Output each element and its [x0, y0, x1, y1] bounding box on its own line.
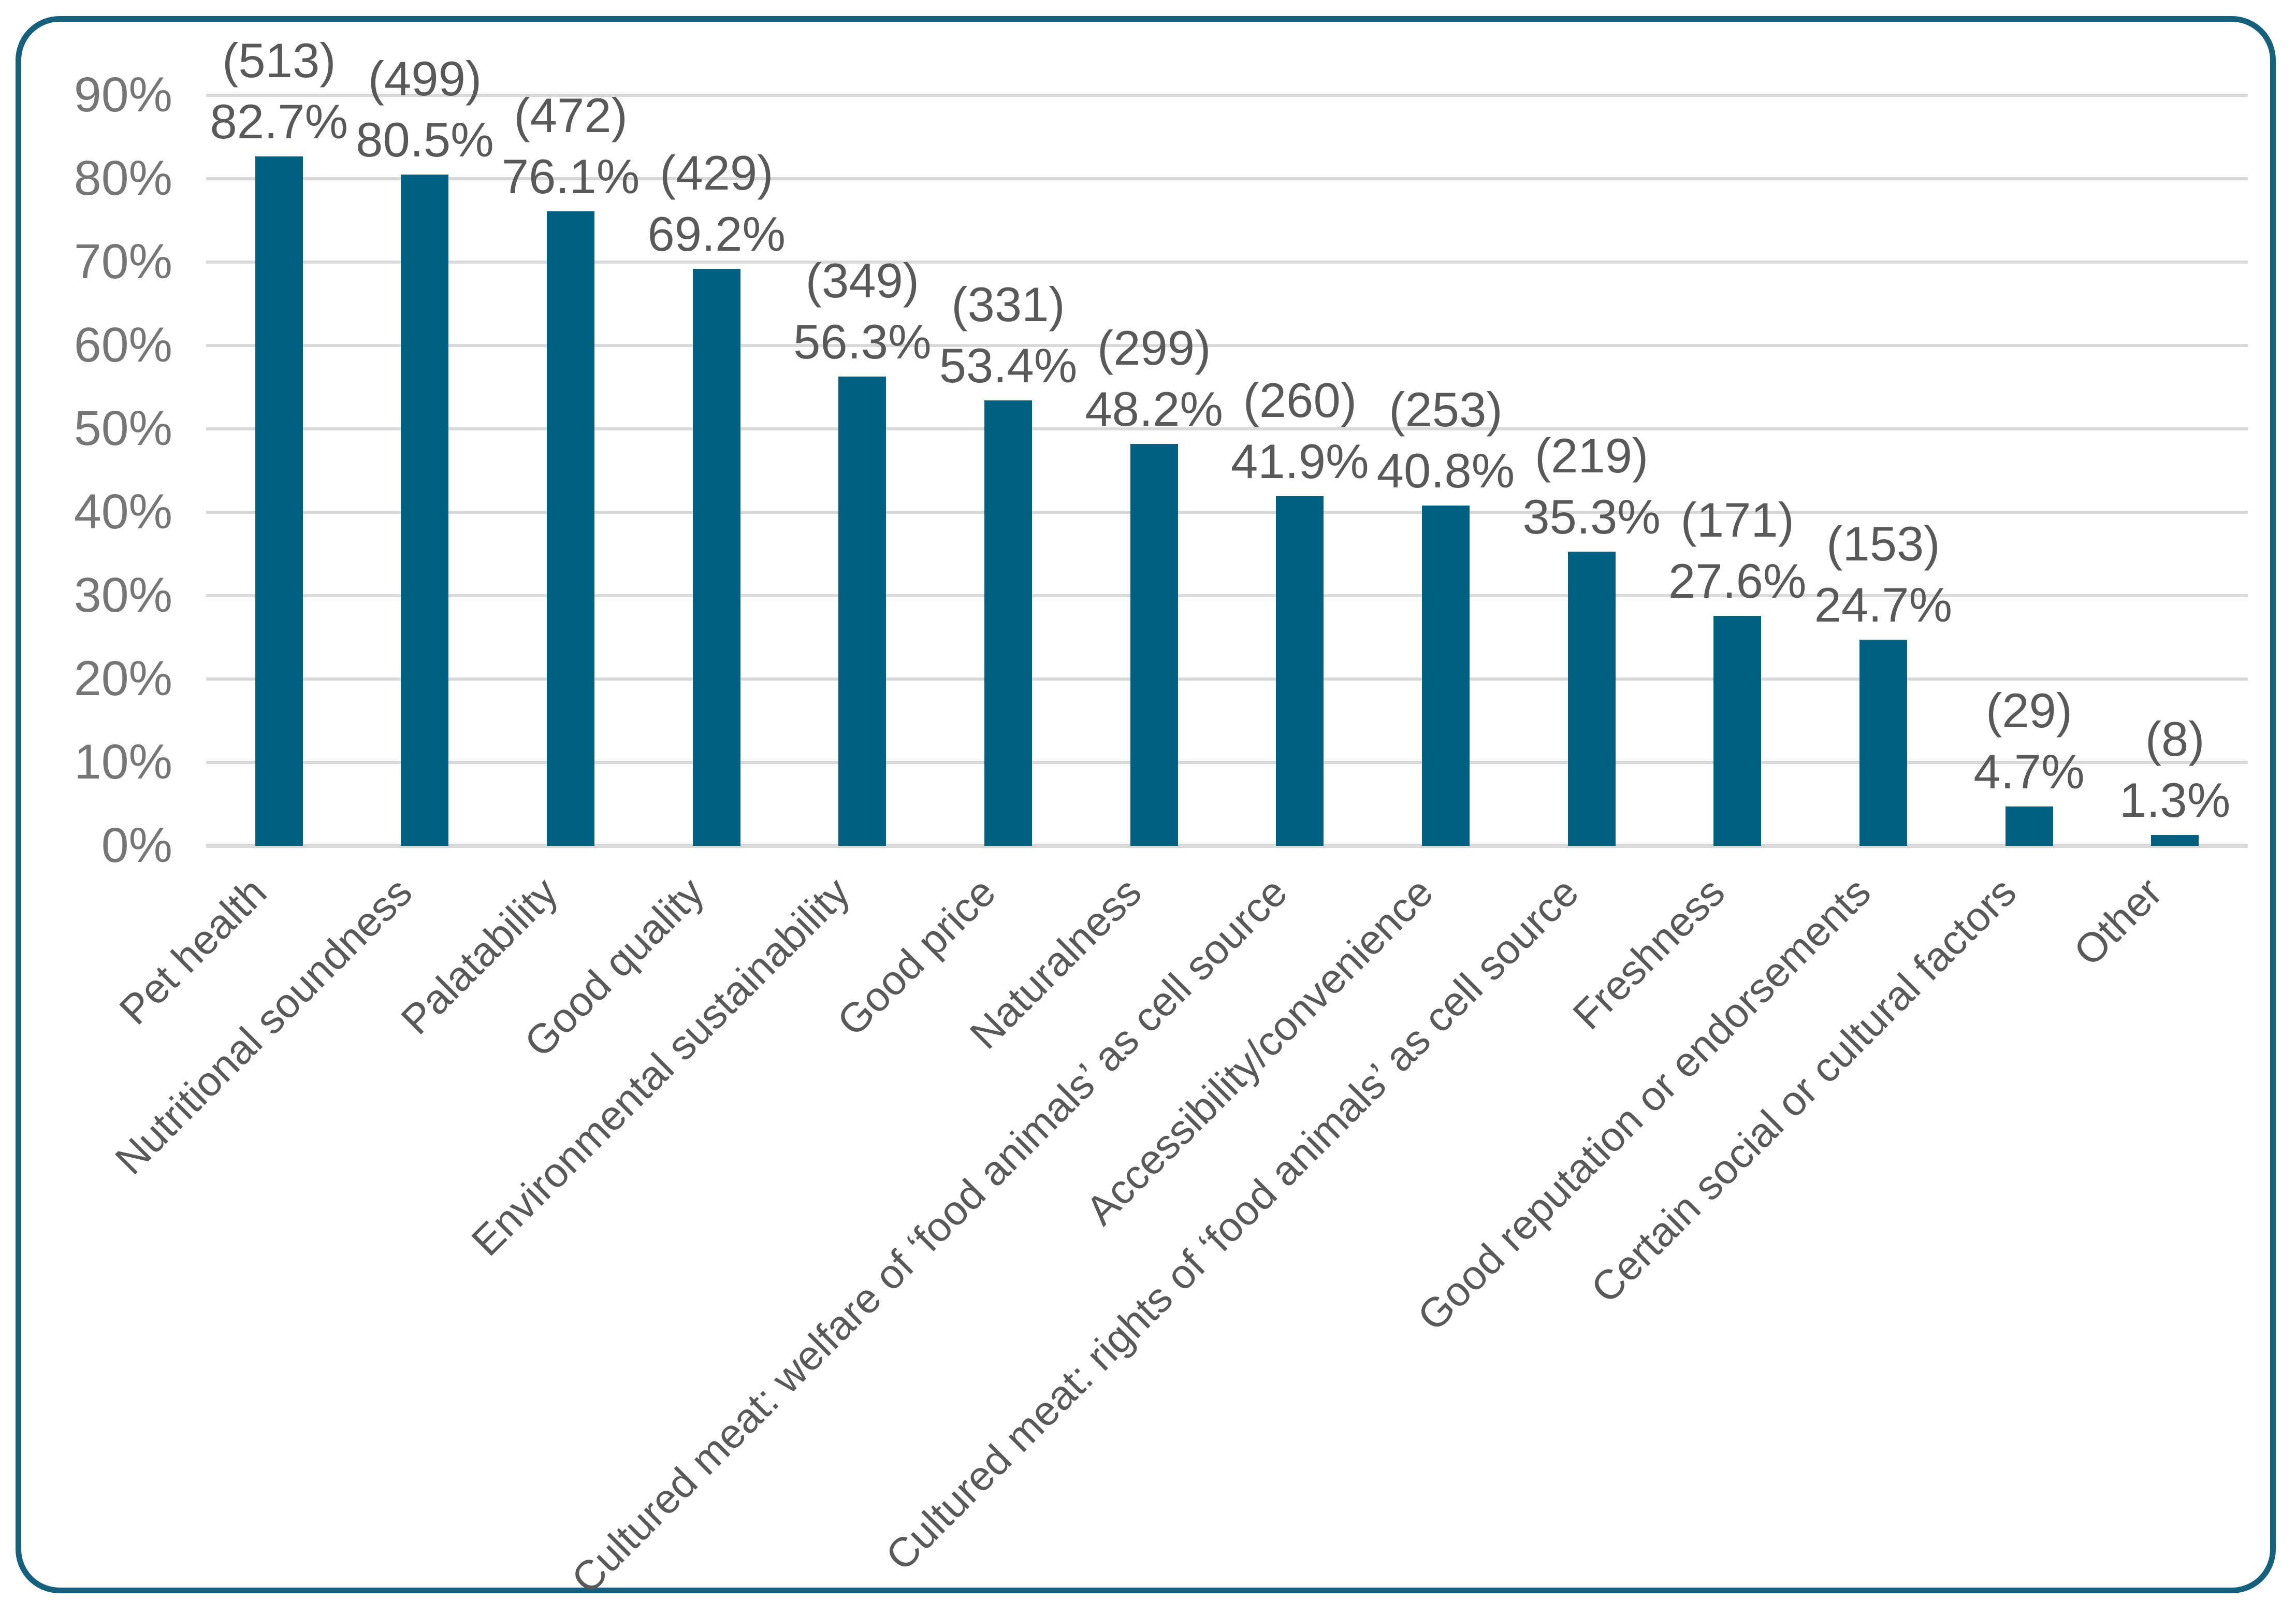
y-axis-tick-label: 80% — [74, 151, 172, 206]
bar-percent-label: 48.2% — [1085, 381, 1223, 436]
bar-value-label: (8) 1.3% — [1994, 709, 2296, 831]
gridline — [206, 94, 2248, 97]
y-axis-tick-label: 90% — [74, 67, 172, 122]
bar-count-label: (171) — [1680, 492, 1794, 547]
bar-count-label: (331) — [951, 277, 1065, 332]
bar-percent-label: 1.3% — [2119, 773, 2231, 828]
x-axis-baseline — [206, 844, 2248, 848]
bar-percent-label: 41.9% — [1231, 434, 1369, 489]
bar-count-label: (219) — [1534, 428, 1649, 483]
bar — [547, 211, 595, 846]
y-axis-tick-label: 50% — [74, 401, 172, 456]
bar-count-label: (253) — [1389, 382, 1503, 437]
bar-count-label: (513) — [222, 33, 336, 88]
bar-percent-label: 82.7% — [210, 94, 348, 149]
chart-frame: 0% 10% 20% 30% 40% 50% 60% 70% 80% 90% (513) 82.7%… — [16, 16, 2276, 1602]
bar-count-label: (29) — [1985, 683, 2073, 738]
bar-count-label: (349) — [805, 253, 920, 308]
gridline — [206, 344, 2248, 347]
bar-value-label: (299) 48.2% — [973, 318, 1335, 440]
bar — [1859, 640, 1907, 846]
bar-percent-label: 24.7% — [1814, 578, 1953, 632]
bar-count-label: (429) — [660, 145, 774, 200]
bar-value-label: (253) 40.8% — [1265, 379, 1627, 501]
bar-percent-label: 4.7% — [1973, 744, 2085, 799]
bar-count-label: (499) — [368, 51, 482, 106]
y-axis-tick-label: 60% — [74, 318, 172, 372]
gridline — [206, 427, 2248, 430]
bar-percent-label: 80.5% — [356, 112, 494, 167]
gridline — [206, 594, 2248, 597]
bar-value-label: (349) 56.3% — [681, 250, 1043, 372]
y-axis-tick-label: 30% — [74, 568, 172, 623]
bar-percent-label: 35.3% — [1522, 489, 1661, 544]
y-axis-tick-label: 0% — [101, 818, 172, 873]
bar-value-label: (171) 27.6% — [1556, 489, 1919, 612]
bar — [1130, 443, 1178, 846]
bar-percent-label: 76.1% — [501, 149, 640, 204]
y-axis-tick-label: 20% — [74, 651, 172, 706]
bar-value-label: (29) 4.7% — [1848, 680, 2211, 802]
x-category-label: Other — [2065, 869, 2171, 975]
bar-value-label: (260) 41.9% — [1118, 370, 1481, 492]
bar-value-label: (153) 24.7% — [1702, 513, 2065, 636]
bar — [2151, 835, 2199, 846]
bar-count-label: (472) — [514, 88, 628, 142]
bar — [1276, 496, 1324, 846]
gridline — [206, 261, 2248, 264]
gridline — [206, 511, 2248, 514]
y-axis-tick-label: 40% — [74, 484, 172, 539]
gridline — [206, 177, 2248, 180]
bar-count-label: (153) — [1826, 516, 1940, 571]
bar — [984, 400, 1033, 846]
bar — [2005, 806, 2053, 846]
bar-percent-label: 27.6% — [1668, 553, 1807, 608]
bar-value-label: (331) 53.4% — [827, 274, 1189, 396]
bar — [1567, 551, 1616, 846]
y-axis-tick-label: 10% — [74, 734, 172, 789]
bar-percent-label: 56.3% — [793, 314, 932, 369]
gridline — [206, 678, 2248, 681]
bar-count-label: (299) — [1097, 320, 1211, 375]
bar — [255, 156, 303, 846]
bar — [1713, 615, 1762, 846]
bar-value-label: (499) 80.5% — [243, 48, 606, 170]
bar-percent-label: 40.8% — [1376, 443, 1515, 498]
bar — [401, 174, 449, 846]
plot-area: 0% 10% 20% 30% 40% 50% 60% 70% 80% 90% (513) 82.7%… — [21, 22, 2270, 1602]
bar-value-label: (429) 69.2% — [535, 142, 898, 265]
bar — [838, 376, 887, 846]
bar-value-label: (513) 82.7% — [98, 30, 460, 152]
gridline — [206, 761, 2248, 764]
bar-value-label: (219) 35.3% — [1411, 425, 1773, 547]
bar — [1421, 506, 1470, 846]
y-axis-tick-label: 70% — [74, 234, 172, 289]
bar-percent-label: 53.4% — [939, 338, 1078, 393]
x-category-label: Cultured meat: rights of ‘food animals’ … — [877, 869, 1588, 1580]
bar-count-label: (260) — [1243, 373, 1357, 428]
bar — [692, 268, 740, 846]
bar-value-label: (472) 76.1% — [389, 85, 752, 207]
bar-count-label: (8) — [2145, 712, 2205, 767]
bar-percent-label: 69.2% — [647, 206, 786, 261]
